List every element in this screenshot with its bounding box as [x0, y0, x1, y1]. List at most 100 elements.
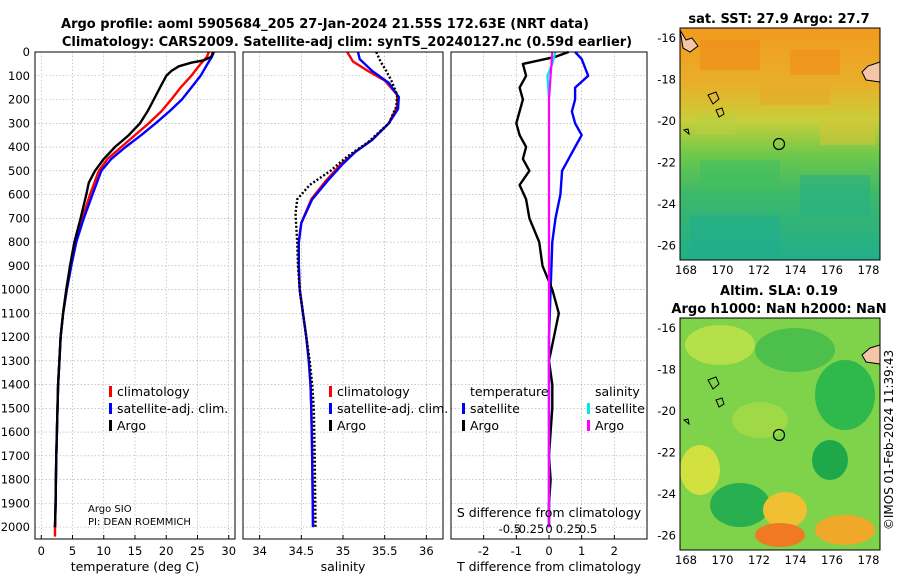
x-tick-label: -1: [511, 544, 522, 558]
depth-tick-labels: 0 100 200 300 400 500 600 700 800 900 1000 1100 1200…: [1, 45, 30, 534]
lat-label: -20: [657, 404, 676, 418]
depth-tick-label: 1200: [1, 330, 30, 344]
sal-legend-climatology: climatology: [337, 384, 410, 399]
sal-legend-satellite-swatch: [329, 403, 332, 414]
series-line-argo: [53, 51, 215, 528]
lon-label: 176: [821, 553, 843, 567]
sla-map-title2: Argo h1000: NaN h2000: NaN: [671, 302, 886, 317]
diff-legend-sal-header: salinity: [595, 384, 640, 399]
diff-legend-ssat: satellite: [595, 401, 645, 416]
sdiff-tick-label: -0.5: [499, 522, 521, 536]
lat-label: -26: [657, 529, 676, 543]
lat-label: -16: [657, 321, 676, 335]
temperature-frame: [34, 51, 236, 540]
sal-legend-argo-swatch: [329, 420, 332, 431]
difference-lines: [515, 50, 590, 528]
x-tick-label: 36: [419, 544, 434, 558]
x-tick-label: 0: [38, 544, 45, 558]
series-line-t-satellite-clim: [547, 51, 590, 528]
temperature-xlabel: temperature (deg C): [71, 559, 200, 574]
sdiff-tick-labels: -0.5-0.25 0 0.250.5: [499, 522, 598, 536]
x-tick-label: 1: [578, 544, 585, 558]
sst-float-marker: [772, 137, 786, 151]
diff-legend-sargo-swatch: [587, 420, 590, 431]
depth-tick-label: 600: [8, 188, 30, 202]
legend-argo-swatch: [109, 420, 112, 431]
temperature-grid: [35, 51, 235, 539]
depth-tick-label: 1300: [1, 354, 30, 368]
lat-label: -22: [657, 446, 676, 460]
depth-tick-label: 1800: [1, 473, 30, 487]
lon-label: 168: [675, 263, 697, 277]
sst-land-west: [679, 29, 699, 53]
lon-label: 168: [675, 553, 697, 567]
sal-legend-argo: Argo: [337, 418, 366, 433]
diff-legend-ssat-swatch: [587, 403, 590, 414]
salinity-lines: [294, 51, 400, 528]
credit-institution: Argo SIO: [88, 504, 132, 515]
lat-label: -24: [657, 197, 676, 211]
depth-tick-label: 0: [23, 45, 30, 59]
timestamp: ©IMOS 01-Feb-2024 11:39:43: [882, 350, 896, 530]
series-line-argo: [294, 51, 399, 528]
salinity-panel: 34 34.5 35 35.5 36 salinity climatology sate…: [242, 51, 448, 574]
sla-lat-labels: -16 -18 -20 -22 -24 -26: [657, 321, 676, 543]
temperature-lines: [53, 51, 215, 537]
legend-argo: Argo: [117, 418, 146, 433]
sst-patches: [690, 40, 875, 255]
lon-label: 176: [821, 263, 843, 277]
x-tick-label: -2: [478, 544, 489, 558]
lat-label: -16: [657, 31, 676, 45]
lon-label: 178: [858, 553, 880, 567]
salinity-tick-labels: 34 34.5 35 35.5 36: [252, 544, 433, 558]
depth-tick-label: 2000: [1, 520, 30, 534]
depth-tick-label: 1400: [1, 378, 30, 392]
depth-tick-label: 1100: [1, 306, 30, 320]
diff-legend-tsat: satellite: [470, 401, 520, 416]
depth-tick-label: 900: [8, 259, 30, 273]
series-line-climatology: [53, 51, 210, 537]
x-tick-label: 34: [252, 544, 267, 558]
sla-lon-labels: 168 170 172 174 176 178: [675, 553, 879, 567]
difference-frame: [450, 51, 648, 540]
lon-label: 172: [748, 553, 770, 567]
sst-map: sat. SST: 27.9 Argo: 27.7 -16 -18 -20 -22 -2…: [657, 12, 881, 277]
depth-tick-label: 100: [8, 69, 30, 83]
depth-tick-label: 1000: [1, 283, 30, 297]
legend-climatology-swatch: [109, 386, 112, 397]
series-line-t-argo-clim: [515, 50, 570, 528]
tdiff-tick-labels: -2 -1 0 1 2: [478, 544, 618, 558]
legend-climatology: climatology: [117, 384, 190, 399]
depth-tick-label: 1600: [1, 425, 30, 439]
title-line1: Argo profile: aoml 5905684_205 27-Jan-20…: [61, 17, 589, 32]
sst-map-title: sat. SST: 27.9 Argo: 27.7: [688, 12, 869, 27]
temperature-panel: 0100200300400500600700800900100011001200…: [1, 45, 236, 574]
lon-label: 174: [785, 263, 807, 277]
x-tick-label: 34.5: [289, 544, 315, 558]
sal-legend-climatology-swatch: [329, 386, 332, 397]
sla-map-frame: [679, 317, 881, 551]
sla-map-title1: Altim. SLA: 0.19: [720, 284, 838, 299]
diff-legend-targo: Argo: [470, 418, 499, 433]
x-tick-label: 35: [336, 544, 351, 558]
diff-legend-targo-swatch: [462, 420, 465, 431]
salinity-grid: [243, 51, 443, 539]
depth-tick-label: 1500: [1, 401, 30, 415]
sst-lat-labels: -16 -18 -20 -22 -24 -26: [657, 31, 676, 253]
diff-legend-tsat-swatch: [462, 403, 465, 414]
sdiff-tick-label: 0: [545, 522, 552, 536]
lon-label: 178: [858, 263, 880, 277]
sdiff-tick-label: 0.25: [556, 522, 582, 536]
temperature-tick-labels: 0 5 10 15 20 25 30: [38, 544, 236, 558]
x-tick-label: 30: [221, 544, 236, 558]
sla-islands: [682, 376, 725, 426]
depth-tick-label: 1700: [1, 449, 30, 463]
lon-label: 172: [748, 263, 770, 277]
legend-satellite: satellite-adj. clim.: [117, 401, 228, 416]
tdiff-xlabel: T difference from climatology: [456, 559, 642, 574]
lat-label: -20: [657, 114, 676, 128]
lat-label: -18: [657, 73, 676, 87]
credit-pi: PI: DEAN ROEMMICH: [88, 517, 191, 528]
lat-label: -26: [657, 239, 676, 253]
difference-panel: -2 -1 0 1 2 -0.5-0.25 0 0.250.5 S difference f…: [450, 50, 648, 574]
